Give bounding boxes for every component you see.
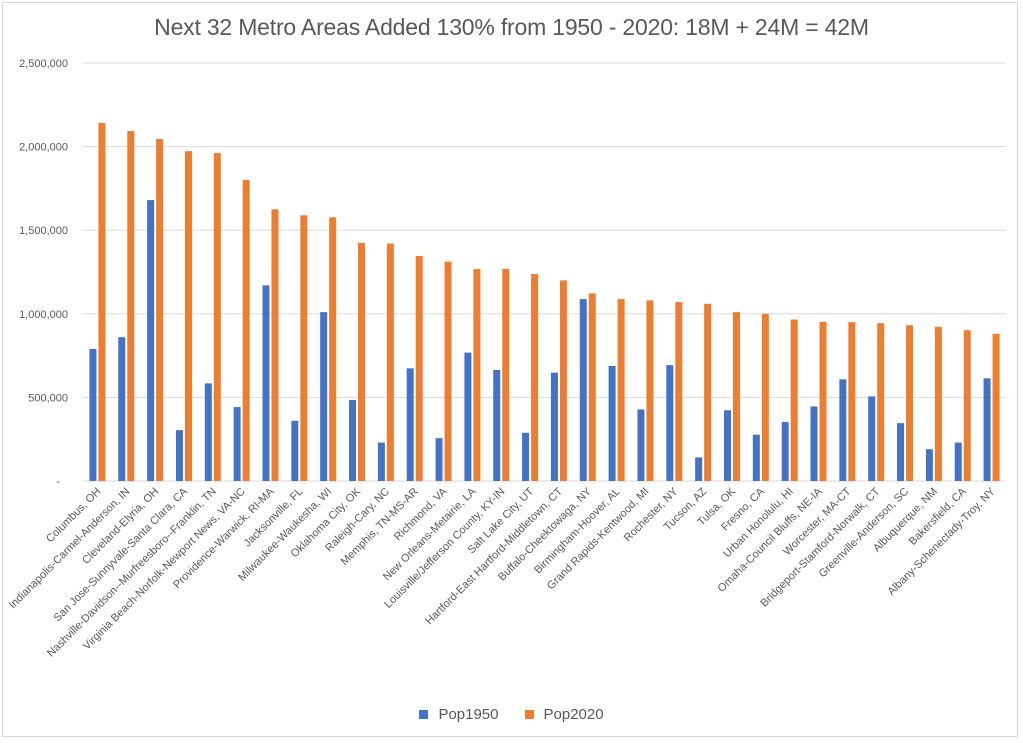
bar-pop1950 — [175, 430, 183, 481]
y-tick-label: - — [56, 476, 60, 488]
bar-pop2020 — [271, 209, 279, 482]
bar-pop1950 — [89, 348, 97, 481]
bar-pop1950 — [868, 396, 876, 481]
y-tick-label: 1,000,000 — [19, 309, 68, 321]
bar-pop1950 — [320, 312, 328, 481]
bar-pop2020 — [761, 313, 769, 481]
bar-pop1950 — [349, 400, 357, 481]
bar-pop2020 — [848, 322, 856, 481]
bar-pop2020 — [934, 326, 942, 481]
bar-pop1950 — [377, 442, 385, 481]
bar-pop2020 — [675, 302, 683, 481]
legend-item-pop1950: Pop1950 — [419, 706, 499, 723]
bar-pop1950 — [954, 442, 962, 481]
bar-pop1950 — [233, 407, 241, 481]
y-tick-label: 500,000 — [28, 392, 68, 404]
bar-pop2020 — [98, 123, 106, 481]
bar-pop2020 — [386, 243, 394, 481]
bar-pop2020 — [790, 319, 798, 481]
bar-pop1950 — [723, 410, 731, 481]
x-axis-ticks: Columbus, OHIndianapolis-Carmel-Anderson… — [7, 485, 998, 659]
bar-pop1950 — [118, 337, 126, 481]
bar-pop1950 — [147, 200, 155, 481]
legend-label-pop2020: Pop2020 — [543, 706, 604, 723]
bar-pop1950 — [262, 285, 270, 481]
bar-pop2020 — [444, 261, 452, 481]
legend: Pop1950 Pop2020 — [0, 706, 1023, 723]
bar-pop2020 — [588, 293, 596, 481]
bar-pop1950 — [752, 434, 760, 481]
y-tick-label: 2,500,000 — [19, 58, 68, 70]
bar-pop1950 — [637, 409, 645, 481]
bar-pop2020 — [329, 217, 337, 481]
bar-pop2020 — [156, 139, 164, 482]
bar-pop2020 — [646, 300, 654, 481]
y-tick-label: 2,000,000 — [19, 142, 68, 154]
bar-pop2020 — [963, 330, 971, 481]
bar-pop2020 — [502, 268, 510, 481]
bar-pop1950 — [666, 365, 674, 481]
legend-swatch-pop1950 — [419, 710, 429, 719]
bar-pop1950 — [897, 423, 905, 481]
bar-pop1950 — [983, 378, 991, 481]
bar-pop1950 — [435, 438, 443, 481]
bar-pop1950 — [608, 365, 616, 481]
bar-pop2020 — [877, 323, 885, 481]
bar-pop1950 — [810, 406, 818, 481]
bar-pop2020 — [213, 153, 221, 482]
bar-pop2020 — [358, 242, 366, 481]
bar-pop1950 — [406, 368, 414, 481]
bar-pop2020 — [992, 333, 1000, 481]
bar-pop2020 — [242, 179, 250, 481]
bar-pop1950 — [579, 299, 587, 481]
legend-label-pop1950: Pop1950 — [438, 706, 499, 723]
bar-pop2020 — [732, 312, 740, 481]
y-tick-label: 1,500,000 — [19, 225, 68, 237]
bar-pop2020 — [127, 131, 135, 481]
legend-swatch-pop2020 — [524, 710, 534, 719]
bar-pop2020 — [617, 299, 625, 481]
bar-pop1950 — [925, 449, 933, 481]
bar-pop2020 — [559, 280, 567, 481]
bar-pop2020 — [531, 274, 539, 481]
bar-pop1950 — [695, 457, 703, 481]
bar-pop1950 — [550, 372, 558, 481]
bar-pop2020 — [704, 303, 712, 481]
bars — [89, 123, 1000, 482]
legend-item-pop2020: Pop2020 — [524, 706, 604, 723]
bar-pop1950 — [781, 421, 789, 481]
bar-pop2020 — [300, 215, 308, 481]
bar-pop1950 — [493, 369, 501, 481]
bar-pop1950 — [291, 420, 299, 481]
bar-pop2020 — [819, 321, 827, 481]
bar-pop1950 — [464, 352, 472, 481]
y-axis-ticks: - 500,000 1,000,000 1,500,000 2,000,000 2,500… — [19, 58, 68, 488]
bar-pop1950 — [522, 432, 530, 481]
bar-pop2020 — [473, 268, 481, 481]
bar-pop2020 — [415, 255, 423, 481]
chart-title: Next 32 Metro Areas Added 130% from 1950… — [154, 14, 869, 40]
gridlines — [83, 62, 1006, 482]
bar-pop2020 — [906, 325, 914, 481]
bar-pop1950 — [839, 379, 847, 481]
bar-pop1950 — [204, 383, 212, 481]
bar-pop2020 — [184, 151, 192, 482]
